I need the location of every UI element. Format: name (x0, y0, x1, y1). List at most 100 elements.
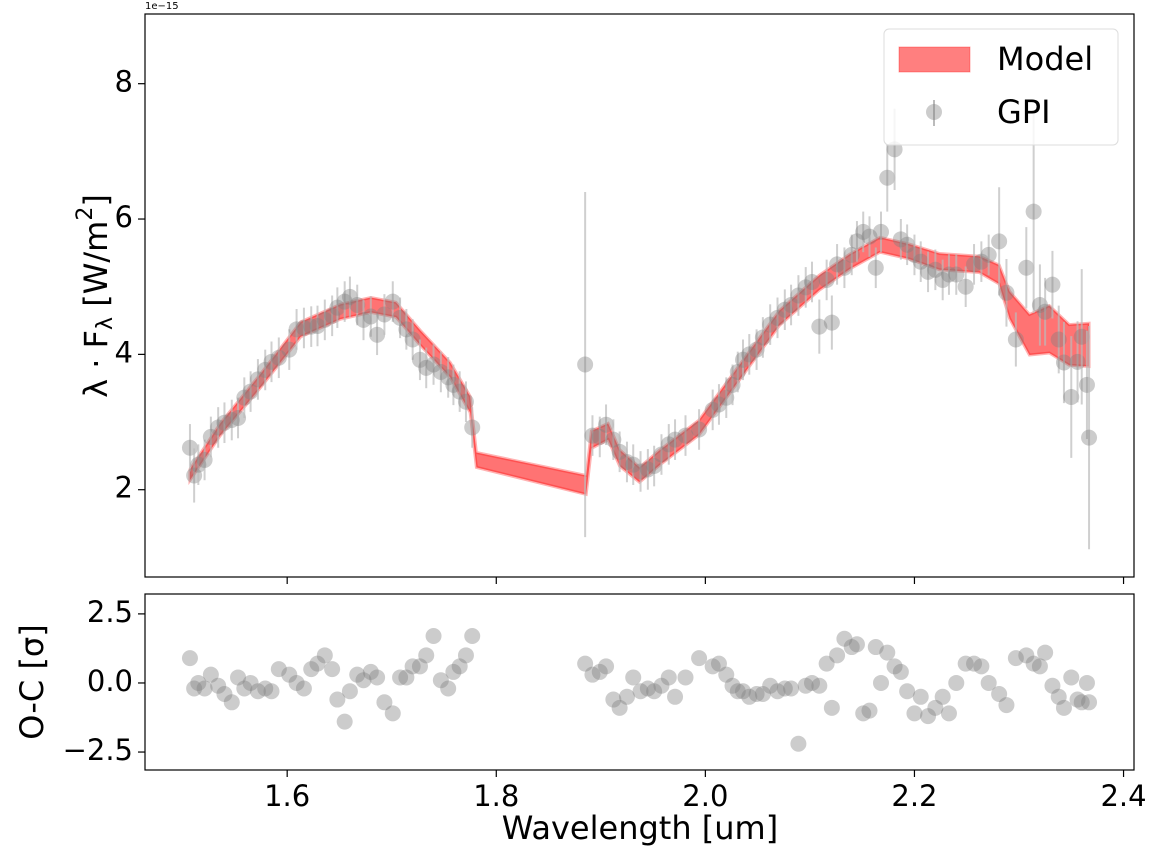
residual-point (196, 680, 213, 697)
residual-point (991, 686, 1008, 703)
residual-point (818, 655, 835, 672)
residual-point (398, 669, 415, 686)
residual-point (823, 699, 840, 716)
residual-point (980, 674, 997, 691)
data-point (440, 369, 457, 386)
data-point (577, 356, 594, 373)
residual-point (704, 658, 721, 675)
data-point (288, 321, 305, 338)
residual-point (457, 647, 474, 664)
residual-point (783, 680, 800, 697)
data-point (1050, 331, 1067, 348)
residual-point (1078, 674, 1095, 691)
data-point (1031, 296, 1048, 313)
plot-frame (144, 13, 1135, 578)
residual-point (411, 658, 428, 675)
data-point (257, 361, 274, 378)
y-axis-label: O-C [σ] (13, 624, 51, 739)
data-point (940, 266, 957, 283)
data-point (1018, 259, 1035, 276)
data-point (1073, 328, 1090, 345)
residual-point (432, 672, 449, 689)
residual-point (1018, 647, 1035, 664)
data-point (336, 293, 353, 310)
residual-point (281, 666, 298, 683)
data-point (1007, 331, 1024, 348)
residual-point (392, 669, 409, 686)
residual-point (836, 630, 853, 647)
data-point (1063, 389, 1080, 406)
residual-point (216, 686, 233, 703)
data-point (464, 419, 481, 436)
data-point (848, 233, 865, 250)
data-point (625, 456, 642, 473)
residual-point (829, 647, 846, 664)
residual-point (369, 669, 386, 686)
data-point (776, 301, 793, 318)
x-tick-label: 2.4 (1100, 779, 1146, 813)
data-point (948, 266, 965, 283)
data-point (1081, 429, 1098, 446)
residual-point (769, 683, 786, 700)
data-point (677, 427, 694, 444)
residual-point (1050, 688, 1067, 705)
data-point (384, 293, 401, 310)
residual-point (934, 688, 951, 705)
data-point (710, 396, 727, 413)
residual-point (577, 655, 594, 672)
residual-point (998, 697, 1015, 714)
residual-point (418, 647, 435, 664)
data-point (829, 256, 846, 273)
data-point (605, 431, 622, 448)
offset-text: 1e−15 (145, 1, 179, 12)
data-point (836, 259, 853, 276)
data-point (741, 346, 758, 363)
data-point (398, 321, 415, 338)
residual-point (186, 680, 203, 697)
residual-point (230, 669, 247, 686)
data-point (818, 271, 835, 288)
y-label-unit: [W/m (77, 221, 115, 317)
residual-point (288, 674, 305, 691)
residual-point (341, 683, 358, 700)
residual-point (724, 677, 741, 694)
data-point (639, 461, 656, 478)
x-axis-label: Wavelength [um] (502, 809, 778, 847)
data-point (646, 458, 663, 475)
data-point (892, 231, 909, 248)
data-point (196, 451, 213, 468)
data-point (867, 259, 884, 276)
residual-point (811, 677, 828, 694)
data-point (855, 223, 872, 240)
data-point (957, 278, 974, 295)
data-point (451, 383, 468, 400)
residual-point (1055, 699, 1072, 716)
data-point (754, 329, 771, 346)
residual-point (349, 666, 366, 683)
x-tick-label: 1.8 (473, 779, 519, 813)
data-point (611, 443, 628, 460)
residual-point (1007, 650, 1024, 667)
residual-point (1073, 694, 1090, 711)
data-point (1069, 353, 1086, 370)
residual-point (384, 705, 401, 722)
data-point (660, 436, 677, 453)
data-point (1044, 276, 1061, 293)
y-label-sup: 2 (73, 207, 98, 221)
residual-point (754, 686, 771, 703)
data-point (369, 326, 386, 343)
y-tick-label: 6 (115, 200, 133, 234)
residual-point (927, 699, 944, 716)
data-point (823, 314, 840, 331)
residual-point (886, 658, 903, 675)
data-point (432, 363, 449, 380)
data-point (966, 256, 983, 273)
residual-point (236, 680, 253, 697)
data-point (281, 341, 298, 358)
residual-point (605, 691, 622, 708)
data-point (1078, 376, 1095, 393)
data-point (704, 401, 721, 418)
residual-point (691, 650, 708, 667)
data-point (973, 253, 990, 270)
y-tick-label: 0.0 (87, 664, 133, 698)
